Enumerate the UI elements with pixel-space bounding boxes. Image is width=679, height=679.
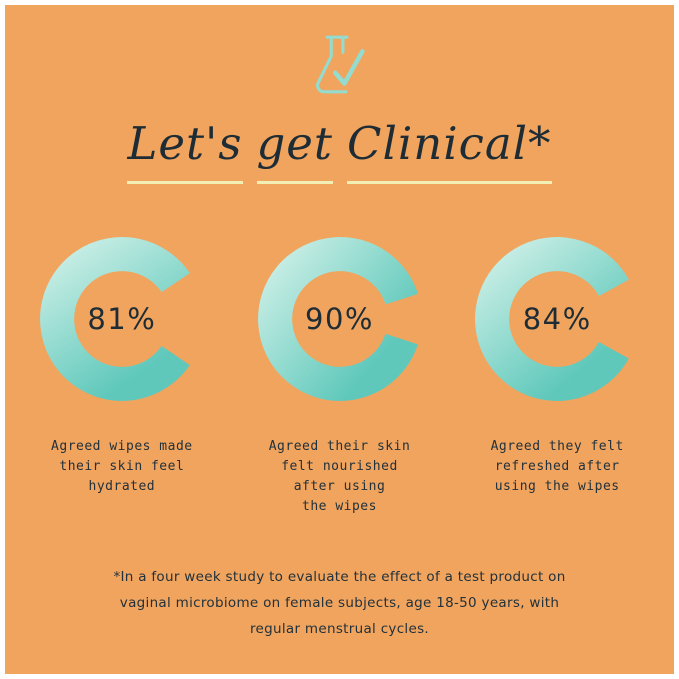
donut-caption: Agreed they felt refreshed after using t… [490,439,624,494]
infographic-canvas: Let's get Clinical* 81% Agreed wipes ma [5,5,674,674]
donut-ring: 81% [34,231,210,407]
donut-ring: 90% [252,231,428,407]
donut-caption: Agreed wipes made their skin feel hydrat… [51,439,193,494]
donut-percent-label: 84% [522,302,592,336]
donut-percent-label: 90% [305,302,374,336]
donut-chart: 81% Agreed wipes made their skin feel hy… [13,231,231,517]
flask-check-icon [301,25,379,107]
title-word: Clinical* [347,117,552,184]
title-word: get [256,117,334,184]
donut-chart: 90% Agreed their skin felt nourished aft… [231,231,449,517]
donut-charts-row: 81% Agreed wipes made their skin feel hy… [13,231,666,517]
donut-percent-label: 81% [87,302,157,336]
footnote-text: *In a four week study to evaluate the ef… [113,569,566,637]
donut-chart: 84% Agreed they felt refreshed after usi… [448,231,666,517]
title-word: Let's [127,117,243,184]
donut-ring: 84% [469,231,645,407]
donut-caption: Agreed their skin felt nourished after u… [268,439,411,514]
page-title: Let's get Clinical* [5,117,674,184]
